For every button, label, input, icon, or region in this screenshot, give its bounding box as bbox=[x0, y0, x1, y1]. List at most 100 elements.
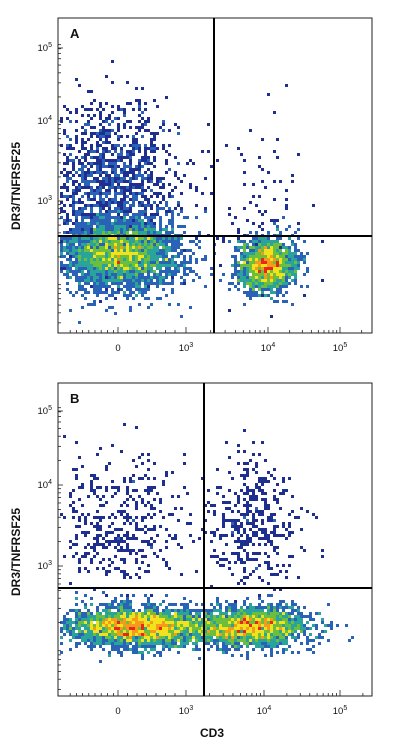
event-dot bbox=[105, 210, 108, 213]
event-dot bbox=[111, 225, 114, 228]
event-dot bbox=[162, 618, 165, 621]
event-dot bbox=[108, 603, 111, 606]
event-dot bbox=[219, 534, 222, 537]
event-dot bbox=[72, 147, 75, 150]
event-dot bbox=[186, 615, 189, 618]
event-dot bbox=[102, 558, 105, 561]
event-dot bbox=[117, 165, 120, 168]
event-dot bbox=[273, 528, 276, 531]
event-dot bbox=[216, 597, 219, 600]
event-dot bbox=[237, 537, 240, 540]
event-dot bbox=[180, 627, 183, 630]
event-dot bbox=[123, 501, 126, 504]
event-dot bbox=[180, 546, 183, 549]
event-dot bbox=[252, 441, 255, 444]
event-dot bbox=[132, 624, 135, 627]
event-dot bbox=[132, 459, 135, 462]
event-dot bbox=[129, 621, 132, 624]
event-dot bbox=[219, 624, 222, 627]
event-dot bbox=[243, 582, 246, 585]
event-dot bbox=[258, 225, 261, 228]
event-dot bbox=[129, 237, 132, 240]
event-dot bbox=[225, 558, 228, 561]
event-dot bbox=[99, 159, 102, 162]
event-dot bbox=[123, 249, 126, 252]
event-dot bbox=[309, 648, 312, 651]
event-dot bbox=[282, 621, 285, 624]
event-dot bbox=[159, 279, 162, 282]
event-dot bbox=[126, 630, 129, 633]
event-dot bbox=[114, 516, 117, 519]
event-dot bbox=[78, 222, 81, 225]
event-dot bbox=[69, 219, 72, 222]
event-dot bbox=[252, 642, 255, 645]
event-dot bbox=[303, 633, 306, 636]
event-dot bbox=[243, 246, 246, 249]
event-dot bbox=[120, 276, 123, 279]
event-dot bbox=[234, 630, 237, 633]
event-dot bbox=[198, 612, 201, 615]
event-dot bbox=[162, 246, 165, 249]
event-dot bbox=[183, 621, 186, 624]
event-dot bbox=[99, 219, 102, 222]
event-dot bbox=[297, 615, 300, 618]
event-dot bbox=[75, 543, 78, 546]
event-dot bbox=[90, 267, 93, 270]
event-dot bbox=[60, 513, 63, 516]
event-dot bbox=[60, 117, 63, 120]
event-dot bbox=[219, 636, 222, 639]
event-dot bbox=[297, 612, 300, 615]
event-dot bbox=[150, 213, 153, 216]
event-dot bbox=[141, 174, 144, 177]
event-dot bbox=[141, 255, 144, 258]
event-dot bbox=[291, 531, 294, 534]
event-dot bbox=[207, 609, 210, 612]
event-dot bbox=[117, 285, 120, 288]
event-dot bbox=[216, 645, 219, 648]
event-dot bbox=[261, 609, 264, 612]
event-dot bbox=[246, 252, 249, 255]
event-dot bbox=[117, 279, 120, 282]
event-dot bbox=[129, 309, 132, 312]
event-dot bbox=[165, 210, 168, 213]
event-dot bbox=[138, 291, 141, 294]
event-dot bbox=[306, 642, 309, 645]
event-dot bbox=[138, 183, 141, 186]
event-dot bbox=[111, 642, 114, 645]
event-dot bbox=[246, 654, 249, 657]
event-dot bbox=[141, 189, 144, 192]
event-dot bbox=[126, 261, 129, 264]
event-dot bbox=[120, 609, 123, 612]
event-dot bbox=[78, 279, 81, 282]
event-dot bbox=[93, 192, 96, 195]
event-dot bbox=[198, 240, 201, 243]
event-dot bbox=[162, 612, 165, 615]
event-dot bbox=[159, 282, 162, 285]
event-dot bbox=[114, 162, 117, 165]
event-dot bbox=[228, 627, 231, 630]
event-dot bbox=[150, 240, 153, 243]
event-dot bbox=[207, 630, 210, 633]
event-dot bbox=[141, 624, 144, 627]
event-dot bbox=[84, 108, 87, 111]
event-dot bbox=[114, 219, 117, 222]
event-dot bbox=[123, 165, 126, 168]
event-dot bbox=[87, 168, 90, 171]
event-dot bbox=[114, 150, 117, 153]
event-dot bbox=[63, 162, 66, 165]
event-dot bbox=[183, 264, 186, 267]
event-dot bbox=[132, 168, 135, 171]
event-dot bbox=[228, 648, 231, 651]
event-dot bbox=[129, 171, 132, 174]
event-dot bbox=[99, 240, 102, 243]
event-dot bbox=[300, 621, 303, 624]
event-dot bbox=[255, 276, 258, 279]
event-dot bbox=[135, 141, 138, 144]
event-dot bbox=[141, 528, 144, 531]
event-dot bbox=[159, 240, 162, 243]
event-dot bbox=[90, 258, 93, 261]
event-dot bbox=[183, 645, 186, 648]
event-dot bbox=[129, 216, 132, 219]
event-dot bbox=[180, 252, 183, 255]
event-dot bbox=[255, 615, 258, 618]
